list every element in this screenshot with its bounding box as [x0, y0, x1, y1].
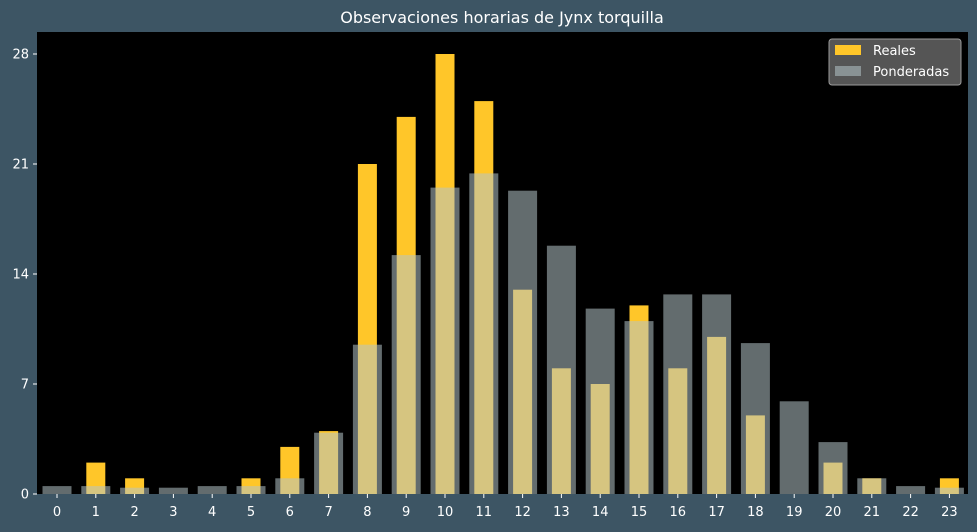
bar-ponderadas-21: [857, 478, 887, 494]
bar-ponderadas-10: [430, 187, 460, 494]
x-tick-label-1: 1: [92, 505, 100, 520]
series-ponderadas: [42, 173, 964, 494]
legend-swatch-ponderadas: [835, 66, 861, 76]
chart-title: Observaciones horarias de Jynx torquilla: [340, 8, 664, 27]
x-tick-label-0: 0: [53, 505, 61, 520]
x-axis: 0 1 2 3 4 5 6 7 8 9 10 11 12 13 14 15 16 17 18 19 20 21 22 23: [53, 494, 958, 520]
x-tick-label-18: 18: [747, 505, 764, 520]
x-tick-label-3: 3: [169, 505, 177, 520]
bar-ponderadas-5: [236, 486, 266, 494]
bar-ponderadas-9: [391, 255, 421, 494]
y-tick-label-0: 0: [21, 488, 29, 503]
bar-ponderadas-0: [42, 486, 72, 494]
bar-ponderadas-13: [546, 245, 576, 494]
x-tick-label-13: 13: [553, 505, 570, 520]
x-tick-label-2: 2: [130, 505, 138, 520]
y-tick-label-14: 14: [12, 268, 29, 283]
x-tick-label-15: 15: [631, 505, 648, 520]
x-tick-label-6: 6: [286, 505, 294, 520]
x-tick-label-19: 19: [786, 505, 803, 520]
x-tick-label-14: 14: [592, 505, 609, 520]
legend-label-reales: Reales: [873, 44, 916, 59]
bar-ponderadas-7: [314, 432, 344, 494]
x-tick-label-5: 5: [247, 505, 255, 520]
bar-ponderadas-19: [779, 401, 809, 494]
y-axis: 0 7 14 21 28: [12, 48, 37, 503]
y-tick-label-28: 28: [12, 48, 29, 63]
bar-ponderadas-2: [120, 487, 150, 494]
bar-ponderadas-4: [197, 486, 227, 494]
bar-ponderadas-11: [469, 173, 499, 494]
bar-ponderadas-16: [663, 294, 693, 494]
x-tick-label-20: 20: [825, 505, 842, 520]
y-tick-label-21: 21: [12, 158, 29, 173]
x-tick-label-23: 23: [941, 505, 958, 520]
x-tick-label-22: 22: [902, 505, 919, 520]
bar-ponderadas-6: [275, 478, 305, 494]
x-tick-label-11: 11: [476, 505, 493, 520]
x-tick-label-10: 10: [437, 505, 454, 520]
bar-ponderadas-18: [740, 343, 770, 494]
x-tick-label-12: 12: [514, 505, 531, 520]
bar-ponderadas-15: [624, 321, 654, 494]
bar-ponderadas-3: [158, 487, 188, 494]
x-tick-label-21: 21: [864, 505, 881, 520]
bar-ponderadas-12: [508, 190, 538, 494]
bar-ponderadas-14: [585, 308, 615, 494]
x-tick-label-9: 9: [402, 505, 410, 520]
legend-box: [828, 38, 962, 86]
legend: Reales Ponderadas: [828, 38, 962, 86]
legend-swatch-reales: [835, 45, 861, 55]
plot-area: [37, 32, 968, 494]
x-tick-label-8: 8: [363, 505, 371, 520]
y-tick-label-7: 7: [21, 378, 29, 393]
bar-ponderadas-1: [81, 486, 111, 494]
x-tick-label-4: 4: [208, 505, 216, 520]
bar-ponderadas-17: [702, 294, 732, 494]
bar-ponderadas-8: [352, 344, 382, 494]
bar-ponderadas-23: [934, 487, 964, 494]
x-tick-label-7: 7: [324, 505, 332, 520]
legend-label-ponderadas: Ponderadas: [873, 65, 949, 80]
x-tick-label-17: 17: [708, 505, 725, 520]
bar-ponderadas-22: [896, 486, 926, 494]
x-tick-label-16: 16: [670, 505, 687, 520]
bar-ponderadas-20: [818, 442, 848, 494]
